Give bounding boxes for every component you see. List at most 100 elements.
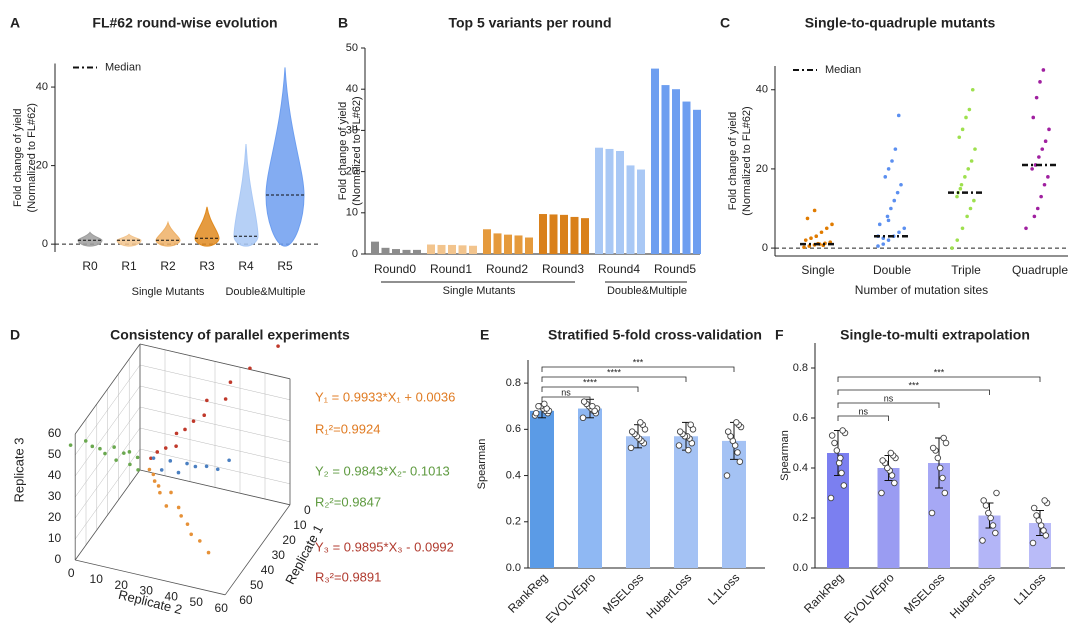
point (1034, 95, 1039, 100)
y-tick-label: 20 (36, 160, 48, 172)
bar (693, 109, 701, 254)
x-tick-label: Single (801, 263, 835, 277)
significance-bracket (541, 386, 639, 392)
significance-label: **** (607, 367, 622, 377)
point (967, 107, 972, 112)
panel-letter: D (10, 327, 20, 343)
y-tick-label: 0 (304, 503, 311, 517)
point (183, 427, 187, 432)
y-tick-label: 50 (346, 42, 358, 54)
point (158, 490, 162, 495)
bar (504, 234, 512, 254)
significance-label: **** (583, 377, 598, 387)
box-edge (139, 469, 291, 506)
y-tick-label: 0 (352, 248, 358, 260)
x-tick-label: Round2 (486, 262, 528, 276)
point (174, 431, 179, 436)
bar (560, 214, 568, 254)
point (198, 539, 202, 543)
point (879, 457, 886, 464)
point (151, 472, 156, 477)
x-tick-label: RankReg (505, 570, 550, 615)
x-tick-label: Round3 (542, 262, 584, 276)
point (228, 380, 233, 384)
point (993, 489, 1000, 497)
point (736, 458, 744, 465)
point (1042, 182, 1047, 187)
point (248, 366, 252, 371)
y-tick-label: 60 (239, 593, 253, 607)
point (579, 414, 587, 422)
chart-title: Consistency of parallel experiments (110, 327, 350, 343)
point (733, 419, 740, 426)
x-tick-label: 0 (68, 566, 75, 580)
point (886, 167, 891, 171)
x-tick-label: RankReg (801, 570, 846, 615)
point (147, 467, 152, 472)
bar (578, 408, 602, 568)
x-tick-label: 40 (165, 589, 179, 603)
z-tick-label: 10 (48, 531, 62, 545)
point (812, 208, 817, 213)
point (149, 456, 153, 461)
y-tick-label: 0.6 (793, 412, 808, 424)
point (163, 446, 168, 450)
point (972, 198, 976, 203)
y-tick-label: 10 (346, 207, 358, 219)
z-tick-label: 60 (48, 426, 62, 440)
y-tick-label: 0 (762, 242, 768, 254)
point (896, 113, 901, 118)
group-label: Double&Multiple (607, 285, 687, 297)
x-tick-label: HuberLoss (947, 570, 998, 621)
point (891, 479, 898, 487)
y-axis-label: Fold change of yield (12, 109, 24, 207)
point (193, 464, 198, 469)
point (960, 226, 965, 231)
violin (155, 220, 181, 247)
annotation: R₁²=0.9924 (315, 421, 380, 436)
point (1030, 504, 1038, 512)
point (928, 509, 936, 517)
point (955, 238, 960, 242)
point (941, 489, 949, 497)
y-tick-label: 50 (250, 578, 264, 592)
y-tick-label: 40 (261, 563, 275, 577)
point (580, 398, 588, 405)
annotation: Y₂ = 0.9843*X₂- 0.1013 (315, 463, 450, 478)
x-tick-label: Round0 (374, 262, 416, 276)
point (1041, 68, 1046, 72)
x-tick-label: 30 (140, 584, 154, 598)
point (902, 226, 907, 231)
significance-bracket (541, 376, 687, 382)
point (164, 504, 169, 508)
point (191, 419, 196, 423)
z-tick-label: 30 (48, 489, 62, 503)
box-edge (224, 504, 291, 596)
point (627, 444, 635, 452)
x-tick-label: R4 (238, 259, 254, 273)
point (989, 522, 997, 529)
bar (605, 148, 614, 254)
annotation: R₃²=0.9891 (315, 569, 381, 584)
panel-letter: C (720, 15, 730, 31)
point (828, 432, 836, 439)
violin (77, 231, 103, 247)
point (532, 409, 540, 417)
y-axis-label: Fold change of yield (727, 112, 739, 210)
point (960, 127, 965, 132)
box-edge (74, 343, 141, 435)
point (969, 159, 974, 163)
significance-bracket (541, 366, 735, 372)
bar (427, 244, 435, 254)
point (90, 444, 95, 449)
point (1046, 175, 1050, 179)
point (1041, 497, 1048, 504)
point (185, 522, 190, 526)
point (206, 550, 211, 555)
point (589, 402, 596, 410)
significance-bracket (541, 396, 591, 402)
point (1033, 512, 1040, 519)
significance-label: ns (884, 393, 894, 403)
point (675, 442, 683, 449)
